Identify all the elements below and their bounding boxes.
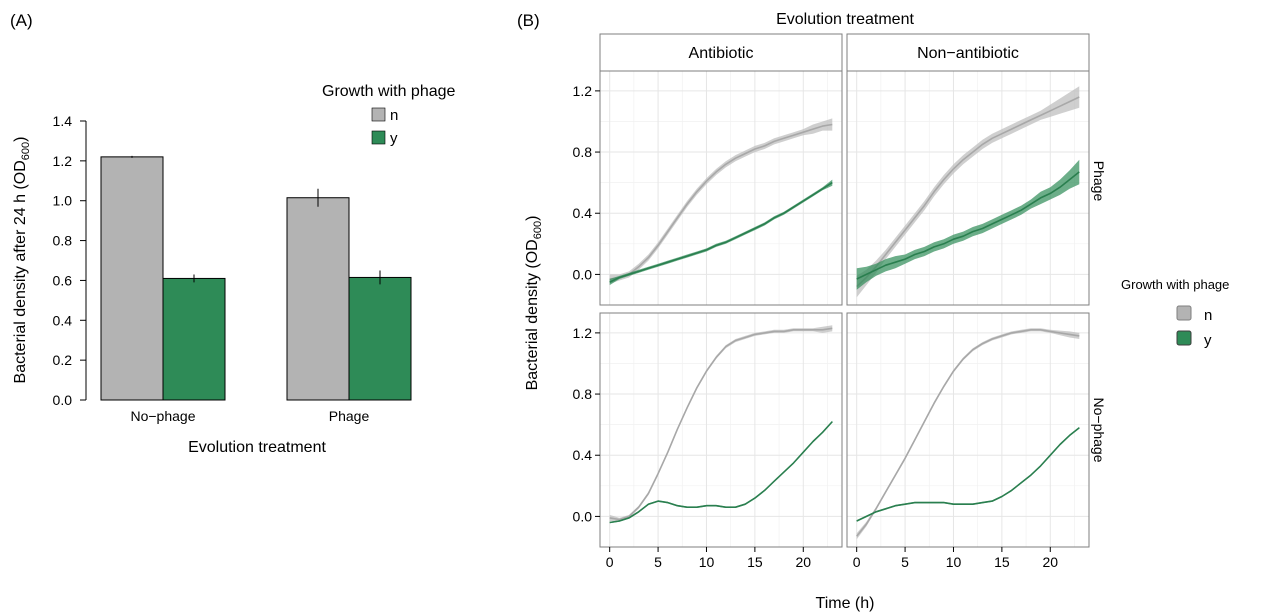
a-ytick-label-0.0: 0.0 xyxy=(53,392,73,408)
line-non-antibiotic-phage-n xyxy=(856,96,1080,288)
b-xtick-label-antibiotic-no-phage-0: 0 xyxy=(606,554,614,570)
strip-row-phage: Phage xyxy=(1091,161,1107,202)
panel-a-tag: (A) xyxy=(10,11,33,30)
panel-b-legend-key-n xyxy=(1176,305,1192,321)
panel-b-tag: (B) xyxy=(517,11,540,30)
a-ytick-label-0.2: 0.2 xyxy=(53,352,73,368)
panel-b-legend-key-y xyxy=(1176,330,1192,346)
b-xtick-label-antibiotic-no-phage-20: 20 xyxy=(795,554,811,570)
facet-antibiotic-phage: 0.0 0.4 0.8 1.2 xyxy=(573,70,843,306)
panel-a-legend-title: Growth with phage xyxy=(322,83,456,100)
panel-a-y-axis-title: Bacterial density after 24 h (OD600) xyxy=(12,137,32,384)
b-ytick-label-antibiotic-phage-0.4: 0.4 xyxy=(573,205,593,221)
panel-b-facets: 0.0 0.4 0.8 1.2 0.0 0.4 0.8 1.2 0 5 10 15 20 0 5 10 15 20 xyxy=(573,70,1090,570)
line-antibiotic-no-phage-n xyxy=(609,327,833,521)
b-ytick-label-antibiotic-no-phage-0.0: 0.0 xyxy=(573,508,593,524)
strip-col-non-antibiotic: Non−antibiotic xyxy=(917,45,1019,62)
strip-col-antibiotic: Antibiotic xyxy=(689,45,754,62)
panel-a-bar-chart: (A) Growth with phage n y Bacterial dens… xyxy=(10,11,456,456)
a-ytick-label-0.6: 0.6 xyxy=(53,272,73,288)
facet-antibiotic-no-phage: 0.0 0.4 0.8 1.2 0 5 10 15 20 xyxy=(573,312,843,570)
panel-b-faceted-line-chart: (B) Evolution treatment Antibiotic Non−a… xyxy=(517,11,1229,612)
a-ytick-label-0.8: 0.8 xyxy=(53,233,73,249)
strip-row-no-phage: No−phage xyxy=(1091,397,1107,462)
line-non-antibiotic-phage-y xyxy=(856,171,1080,280)
bar-no-phage-y xyxy=(162,277,226,401)
b-ytick-label-antibiotic-phage-0.0: 0.0 xyxy=(573,266,593,282)
b-xtick-label-antibiotic-no-phage-15: 15 xyxy=(747,554,763,570)
facet-frame-non-antibiotic-no-phage xyxy=(846,312,1090,548)
panel-a-legend: Growth with phage n y xyxy=(322,83,456,147)
bar-phage-n xyxy=(286,197,350,401)
panel-a-y-ticks: 0.0 0.2 0.4 0.6 0.8 1.0 1.2 1.4 xyxy=(53,113,86,408)
b-ytick-label-antibiotic-no-phage-1.2: 1.2 xyxy=(573,325,593,341)
a-ytick-label-1.4: 1.4 xyxy=(53,113,73,129)
facet-frame-non-antibiotic-phage xyxy=(846,70,1090,306)
b-xtick-label-non-antibiotic-no-phage-20: 20 xyxy=(1042,554,1058,570)
b-xtick-label-non-antibiotic-no-phage-5: 5 xyxy=(901,554,909,570)
a-xtick-label-no-phage: No−phage xyxy=(130,408,195,424)
panel-b-legend-label-n: n xyxy=(1204,307,1212,324)
panel-b-legend-title: Growth with phage xyxy=(1121,277,1229,292)
panel-b-x-axis-title: Time (h) xyxy=(816,595,875,612)
line-non-antibiotic-no-phage-y xyxy=(856,427,1080,522)
bar-no-phage-n xyxy=(100,156,164,401)
facet-non-antibiotic-phage xyxy=(846,70,1090,306)
facet-bg-non-antibiotic-no-phage xyxy=(847,313,1089,547)
facet-frame-antibiotic-no-phage xyxy=(599,312,843,548)
panel-a-x-axis-title: Evolution treatment xyxy=(188,439,326,456)
panel-b-legend-label-y: y xyxy=(1204,332,1212,349)
line-antibiotic-no-phage-y xyxy=(609,421,833,524)
bar-phage-y xyxy=(348,276,412,401)
b-xtick-label-non-antibiotic-no-phage-15: 15 xyxy=(994,554,1010,570)
panel-a-legend-key-n xyxy=(371,107,386,122)
a-ytick-label-0.4: 0.4 xyxy=(53,312,73,328)
b-xtick-label-antibiotic-no-phage-5: 5 xyxy=(654,554,662,570)
panel-a-legend-label-n: n xyxy=(390,107,398,124)
b-ytick-label-antibiotic-phage-1.2: 1.2 xyxy=(573,83,593,99)
b-ytick-label-antibiotic-no-phage-0.8: 0.8 xyxy=(573,386,593,402)
facet-non-antibiotic-no-phage: 0 5 10 15 20 xyxy=(846,312,1090,570)
a-ytick-label-1.2: 1.2 xyxy=(53,153,73,169)
panel-b-legend: Growth with phage n y xyxy=(1121,277,1229,349)
b-ytick-label-antibiotic-phage-0.8: 0.8 xyxy=(573,144,593,160)
ribbon-non-antibiotic-phage-y xyxy=(856,159,1080,290)
line-antibiotic-phage-y xyxy=(609,181,833,283)
panel-a-bars xyxy=(100,155,412,401)
panel-b-top-title: Evolution treatment xyxy=(776,11,914,28)
b-xtick-label-antibiotic-no-phage-10: 10 xyxy=(699,554,715,570)
panel-a-legend-label-y: y xyxy=(390,130,398,147)
panel-b-y-axis-title: Bacterial density (OD600) xyxy=(524,216,544,391)
a-ytick-label-1.0: 1.0 xyxy=(53,193,73,209)
a-xtick-label-phage: Phage xyxy=(329,408,370,424)
b-xtick-label-non-antibiotic-no-phage-10: 10 xyxy=(946,554,962,570)
b-xtick-label-non-antibiotic-no-phage-0: 0 xyxy=(853,554,861,570)
ribbon-antibiotic-phage-y xyxy=(609,179,833,286)
facet-frame-antibiotic-phage xyxy=(599,70,843,306)
line-antibiotic-phage-n xyxy=(609,123,833,280)
facet-bg-antibiotic-no-phage xyxy=(600,313,842,547)
b-ytick-label-antibiotic-no-phage-0.4: 0.4 xyxy=(573,447,593,463)
panel-a-x-ticks: No−phage Phage xyxy=(130,408,369,424)
panel-a-legend-key-y xyxy=(371,130,386,145)
line-non-antibiotic-no-phage-n xyxy=(856,328,1080,537)
strip-col-antibiotic-box xyxy=(599,33,843,72)
